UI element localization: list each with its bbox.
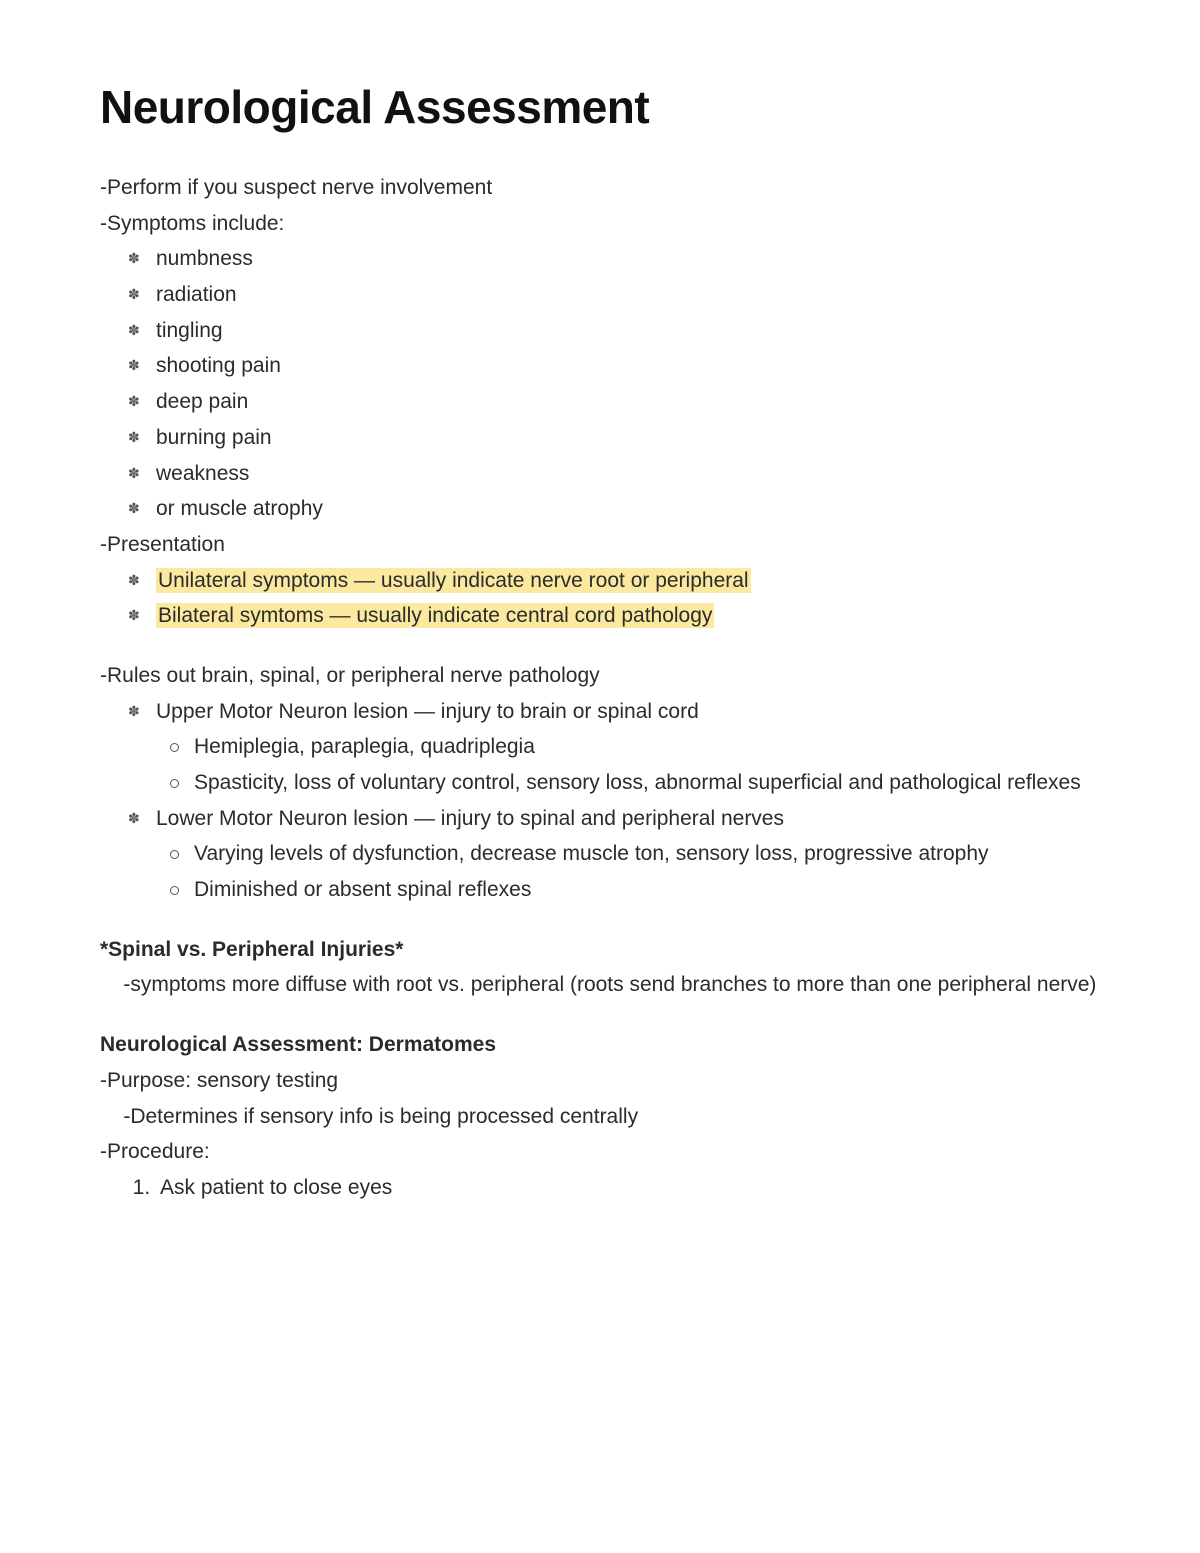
list-item: or muscle atrophy (156, 491, 1100, 527)
rules-out-label: -Rules out brain, spinal, or peripheral … (100, 658, 1100, 694)
list-item: burning pain (156, 420, 1100, 456)
spinal-body: -symptoms more diffuse with root vs. per… (100, 967, 1100, 1003)
list-item: shooting pain (156, 348, 1100, 384)
highlighted-text: Bilateral symtoms — usually indicate cen… (156, 603, 714, 628)
list-item: Hemiplegia, paraplegia, quadriplegia (194, 729, 1100, 765)
lmn-sublist: Varying levels of dysfunction, decrease … (156, 836, 1100, 907)
presentation-label: -Presentation (100, 527, 1100, 563)
list-item-lmn: Lower Motor Neuron lesion — injury to sp… (156, 801, 1100, 908)
dermatomes-heading: Neurological Assessment: Dermatomes (100, 1027, 1100, 1063)
spinal-heading: *Spinal vs. Peripheral Injuries* (100, 932, 1100, 968)
list-item: Diminished or absent spinal reflexes (194, 872, 1100, 908)
list-item: radiation (156, 277, 1100, 313)
dermatomes-purpose-sub: -Determines if sensory info is being pro… (100, 1099, 1100, 1135)
presentation-list: Unilateral symptoms — usually indicate n… (100, 563, 1100, 634)
list-item: deep pain (156, 384, 1100, 420)
dermatomes-purpose: -Purpose: sensory testing (100, 1063, 1100, 1099)
list-item: Unilateral symptoms — usually indicate n… (156, 563, 1100, 599)
page-title: Neurological Assessment (100, 80, 1100, 134)
list-item: numbness (156, 241, 1100, 277)
lmn-label: Lower Motor Neuron lesion — injury to sp… (156, 807, 784, 830)
list-item-umn: Upper Motor Neuron lesion — injury to br… (156, 694, 1100, 801)
list-item: tingling (156, 313, 1100, 349)
intro-perform: -Perform if you suspect nerve involvemen… (100, 170, 1100, 206)
list-item: Spasticity, loss of voluntary control, s… (194, 765, 1100, 801)
intro-symptoms-label: -Symptoms include: (100, 206, 1100, 242)
umn-label: Upper Motor Neuron lesion — injury to br… (156, 700, 699, 723)
dermatomes-procedure-label: -Procedure: (100, 1134, 1100, 1170)
list-item: Varying levels of dysfunction, decrease … (194, 836, 1100, 872)
neuron-list: Upper Motor Neuron lesion — injury to br… (100, 694, 1100, 908)
umn-sublist: Hemiplegia, paraplegia, quadriplegia Spa… (156, 729, 1100, 800)
list-item: Ask patient to close eyes (156, 1170, 1100, 1206)
highlighted-text: Unilateral symptoms — usually indicate n… (156, 568, 751, 593)
procedure-steps: Ask patient to close eyes (100, 1170, 1100, 1206)
symptoms-list: numbness radiation tingling shooting pai… (100, 241, 1100, 527)
list-item: Bilateral symtoms — usually indicate cen… (156, 598, 1100, 634)
list-item: weakness (156, 456, 1100, 492)
